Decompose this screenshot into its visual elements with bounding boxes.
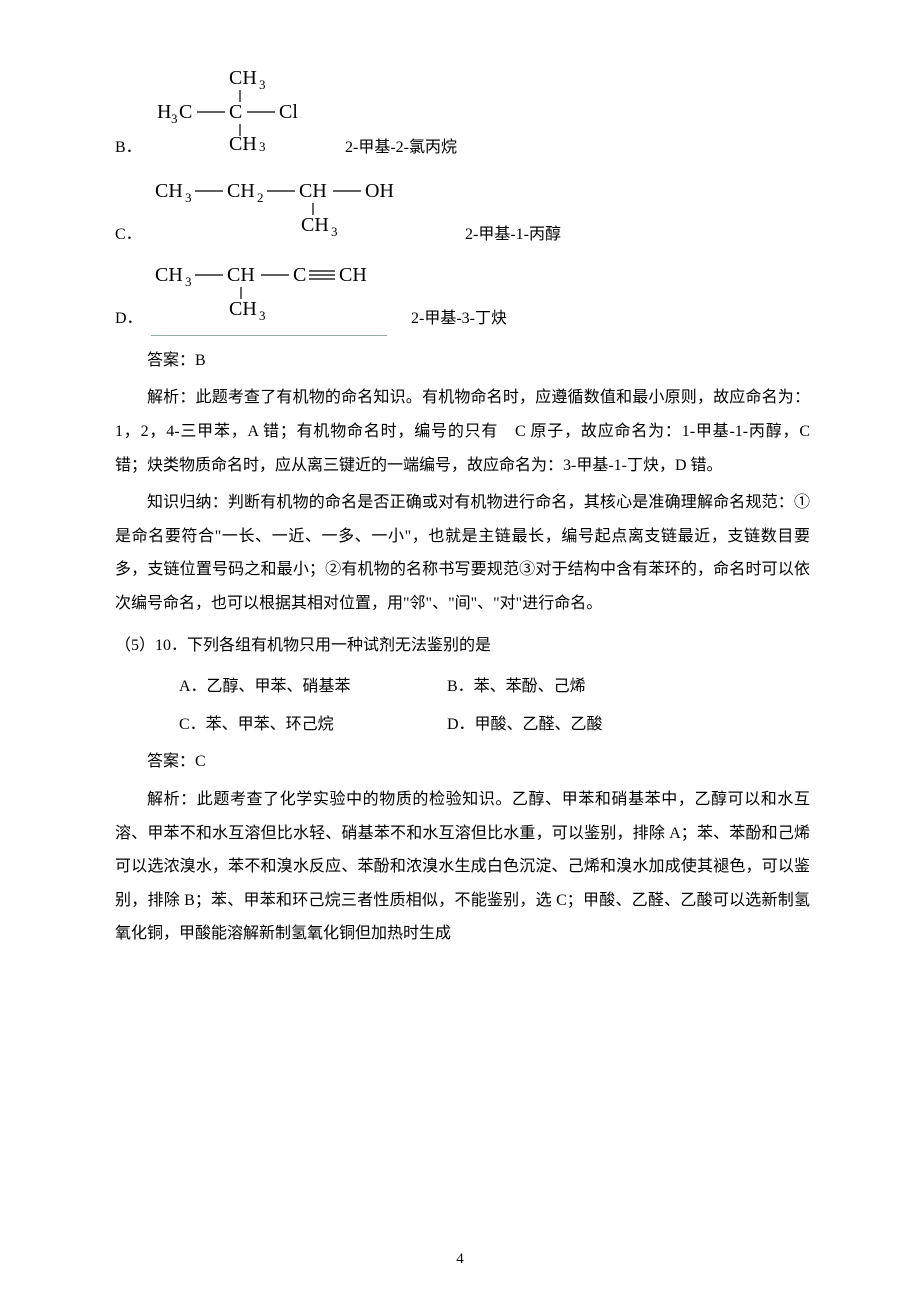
question-2-opts-row2: C．苯、甲苯、环己烷D．甲酸、乙醛、乙酸 — [115, 708, 810, 742]
svg-text:CH: CH — [299, 180, 327, 202]
explanation-2: 解析：此题考查了化学实验中的物质的检验知识。乙醇、甲苯和硝基苯中，乙醇可以和水互… — [115, 783, 810, 951]
svg-text:3: 3 — [185, 274, 192, 289]
svg-text:CH: CH — [227, 264, 255, 286]
question-2-stem: （5）10．下列各组有机物只用一种试剂无法鉴别的是 — [115, 629, 810, 663]
svg-text:3: 3 — [259, 308, 266, 321]
explanation-1: 解析：此题考查了有机物的命名知识。有机物命名时，应遵循数值和最小原则，故应命名为… — [115, 381, 810, 482]
option-d-name: 2-甲基-3-丁炔 — [411, 302, 507, 336]
svg-text:3: 3 — [259, 77, 266, 92]
svg-text:C: C — [229, 101, 242, 123]
svg-text:C: C — [293, 264, 306, 286]
svg-text:CH: CH — [155, 180, 183, 202]
svg-text:3: 3 — [259, 139, 266, 152]
answer-1: 答案：B — [115, 344, 810, 378]
option-d-formula: CH3 CH C CH CH3 — [151, 259, 387, 336]
option-b-row: B． CH3 H3C C Cl CH3 2-甲基-2-氯丙烷 — [115, 66, 810, 165]
option-d-letter: D． — [115, 302, 151, 336]
q2-opt-b: B．苯、苯酚、己烯 — [447, 678, 586, 695]
svg-text:2: 2 — [257, 190, 264, 205]
option-d-row: D． CH3 CH C CH CH3 2-甲基-3-丁炔 — [115, 259, 810, 336]
q2-opt-d: D．甲酸、乙醛、乙酸 — [447, 716, 603, 733]
svg-text:OH: OH — [365, 180, 394, 202]
option-c-name: 2-甲基-1-丙醇 — [465, 218, 561, 252]
svg-text:CH: CH — [229, 67, 257, 89]
svg-text:H: H — [157, 101, 171, 123]
question-2-opts-row1: A．乙醇、甲苯、硝基苯B．苯、苯酚、己烯 — [115, 670, 810, 704]
svg-text:CH: CH — [155, 264, 183, 286]
q2-opt-a: A．乙醇、甲苯、硝基苯 — [147, 670, 447, 704]
svg-text:CH: CH — [229, 298, 257, 320]
svg-text:3: 3 — [171, 111, 178, 126]
option-b-letter: B． — [115, 131, 151, 165]
svg-text:CH: CH — [339, 264, 367, 286]
svg-text:CH: CH — [301, 214, 329, 236]
option-c-formula: CH3 CH2 CH OH CH3 — [151, 173, 441, 252]
option-b-formula: CH3 H3C C Cl CH3 — [151, 66, 321, 165]
page-number: 4 — [0, 1251, 920, 1268]
q2-opt-c: C．苯、甲苯、环己烷 — [147, 708, 447, 742]
question-2-text: 下列各组有机物只用一种试剂无法鉴别的是 — [187, 637, 491, 654]
option-c-row: C． CH3 CH2 CH OH CH3 2-甲基-1-丙醇 — [115, 173, 810, 252]
answer-2: 答案：C — [115, 745, 810, 779]
svg-text:Cl: Cl — [279, 101, 298, 123]
knowledge-summary: 知识归纳：判断有机物的命名是否正确或对有机物进行命名，其核心是准确理解命名规范：… — [115, 486, 810, 620]
question-2-num: （5）10． — [115, 637, 187, 654]
svg-text:3: 3 — [331, 224, 338, 239]
svg-text:CH: CH — [229, 133, 257, 152]
option-c-letter: C． — [115, 218, 151, 252]
svg-text:CH: CH — [227, 180, 255, 202]
page-content: B． CH3 H3C C Cl CH3 2-甲基-2-氯丙烷 C． CH3 CH… — [0, 0, 920, 995]
svg-text:3: 3 — [185, 190, 192, 205]
option-b-name: 2-甲基-2-氯丙烷 — [345, 131, 457, 165]
svg-text:C: C — [179, 101, 192, 123]
